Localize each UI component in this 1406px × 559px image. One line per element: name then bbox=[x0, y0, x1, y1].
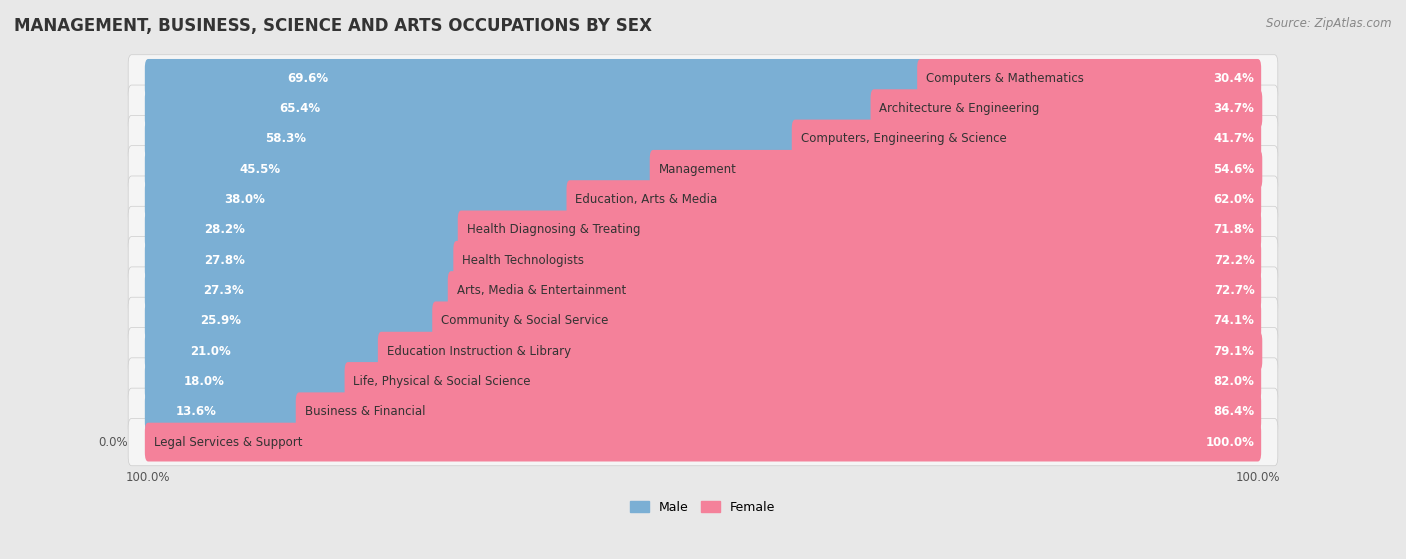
Text: 0.0%: 0.0% bbox=[98, 435, 128, 448]
Text: 38.0%: 38.0% bbox=[224, 193, 264, 206]
Text: 41.7%: 41.7% bbox=[1213, 132, 1254, 145]
Text: 13.6%: 13.6% bbox=[176, 405, 217, 418]
Text: Life, Physical & Social Science: Life, Physical & Social Science bbox=[353, 375, 531, 388]
FancyBboxPatch shape bbox=[128, 55, 1278, 102]
FancyBboxPatch shape bbox=[145, 180, 574, 219]
Text: 34.7%: 34.7% bbox=[1213, 102, 1254, 115]
Text: 100.0%: 100.0% bbox=[1205, 435, 1254, 448]
FancyBboxPatch shape bbox=[295, 392, 1261, 431]
Text: 82.0%: 82.0% bbox=[1213, 375, 1254, 388]
FancyBboxPatch shape bbox=[145, 120, 799, 158]
FancyBboxPatch shape bbox=[128, 297, 1278, 344]
Text: 72.7%: 72.7% bbox=[1213, 284, 1254, 297]
FancyBboxPatch shape bbox=[128, 419, 1278, 466]
FancyBboxPatch shape bbox=[458, 211, 1261, 249]
FancyBboxPatch shape bbox=[145, 59, 924, 98]
Text: Computers, Engineering & Science: Computers, Engineering & Science bbox=[800, 132, 1007, 145]
Text: Computers & Mathematics: Computers & Mathematics bbox=[927, 72, 1084, 85]
FancyBboxPatch shape bbox=[145, 423, 1261, 462]
Text: 79.1%: 79.1% bbox=[1213, 345, 1254, 358]
FancyBboxPatch shape bbox=[447, 271, 1261, 310]
Text: 21.0%: 21.0% bbox=[190, 345, 231, 358]
Text: 72.2%: 72.2% bbox=[1213, 254, 1254, 267]
Text: 58.3%: 58.3% bbox=[264, 132, 305, 145]
Text: Legal Services & Support: Legal Services & Support bbox=[153, 435, 302, 448]
FancyBboxPatch shape bbox=[378, 332, 1263, 371]
FancyBboxPatch shape bbox=[344, 362, 1261, 401]
FancyBboxPatch shape bbox=[128, 85, 1278, 132]
FancyBboxPatch shape bbox=[145, 89, 877, 128]
Text: MANAGEMENT, BUSINESS, SCIENCE AND ARTS OCCUPATIONS BY SEX: MANAGEMENT, BUSINESS, SCIENCE AND ARTS O… bbox=[14, 17, 652, 35]
Text: Community & Social Service: Community & Social Service bbox=[441, 314, 609, 328]
Text: 25.9%: 25.9% bbox=[200, 314, 240, 328]
FancyBboxPatch shape bbox=[453, 241, 1261, 280]
FancyBboxPatch shape bbox=[128, 267, 1278, 314]
Text: 30.4%: 30.4% bbox=[1213, 72, 1254, 85]
Text: 74.1%: 74.1% bbox=[1213, 314, 1254, 328]
FancyBboxPatch shape bbox=[567, 180, 1261, 219]
Text: Business & Financial: Business & Financial bbox=[305, 405, 425, 418]
Text: Arts, Media & Entertainment: Arts, Media & Entertainment bbox=[457, 284, 626, 297]
FancyBboxPatch shape bbox=[128, 236, 1278, 284]
Text: Education Instruction & Library: Education Instruction & Library bbox=[387, 345, 571, 358]
Text: Management: Management bbox=[658, 163, 737, 176]
FancyBboxPatch shape bbox=[128, 358, 1278, 405]
Text: Health Diagnosing & Treating: Health Diagnosing & Treating bbox=[467, 224, 640, 236]
FancyBboxPatch shape bbox=[145, 301, 439, 340]
FancyBboxPatch shape bbox=[917, 59, 1261, 98]
Text: 62.0%: 62.0% bbox=[1213, 193, 1254, 206]
FancyBboxPatch shape bbox=[870, 89, 1263, 128]
FancyBboxPatch shape bbox=[128, 115, 1278, 163]
FancyBboxPatch shape bbox=[145, 362, 352, 401]
FancyBboxPatch shape bbox=[128, 176, 1278, 223]
Text: 28.2%: 28.2% bbox=[204, 224, 246, 236]
Text: 45.5%: 45.5% bbox=[239, 163, 280, 176]
Legend: Male, Female: Male, Female bbox=[630, 501, 776, 514]
Text: 71.8%: 71.8% bbox=[1213, 224, 1254, 236]
FancyBboxPatch shape bbox=[145, 392, 302, 431]
Text: 27.8%: 27.8% bbox=[204, 254, 245, 267]
Text: Health Technologists: Health Technologists bbox=[463, 254, 585, 267]
Text: 18.0%: 18.0% bbox=[184, 375, 225, 388]
FancyBboxPatch shape bbox=[128, 206, 1278, 254]
FancyBboxPatch shape bbox=[792, 120, 1261, 158]
Text: 65.4%: 65.4% bbox=[278, 102, 321, 115]
Text: Education, Arts & Media: Education, Arts & Media bbox=[575, 193, 717, 206]
Text: Source: ZipAtlas.com: Source: ZipAtlas.com bbox=[1267, 17, 1392, 30]
FancyBboxPatch shape bbox=[145, 150, 657, 189]
Text: 86.4%: 86.4% bbox=[1213, 405, 1254, 418]
Text: 27.3%: 27.3% bbox=[202, 284, 243, 297]
Text: 69.6%: 69.6% bbox=[287, 72, 329, 85]
Text: 54.6%: 54.6% bbox=[1213, 163, 1254, 176]
FancyBboxPatch shape bbox=[145, 271, 454, 310]
FancyBboxPatch shape bbox=[432, 301, 1261, 340]
FancyBboxPatch shape bbox=[650, 150, 1263, 189]
FancyBboxPatch shape bbox=[145, 332, 384, 371]
Text: Architecture & Engineering: Architecture & Engineering bbox=[879, 102, 1040, 115]
FancyBboxPatch shape bbox=[128, 388, 1278, 435]
FancyBboxPatch shape bbox=[145, 241, 460, 280]
FancyBboxPatch shape bbox=[145, 211, 464, 249]
FancyBboxPatch shape bbox=[128, 146, 1278, 193]
FancyBboxPatch shape bbox=[128, 328, 1278, 375]
